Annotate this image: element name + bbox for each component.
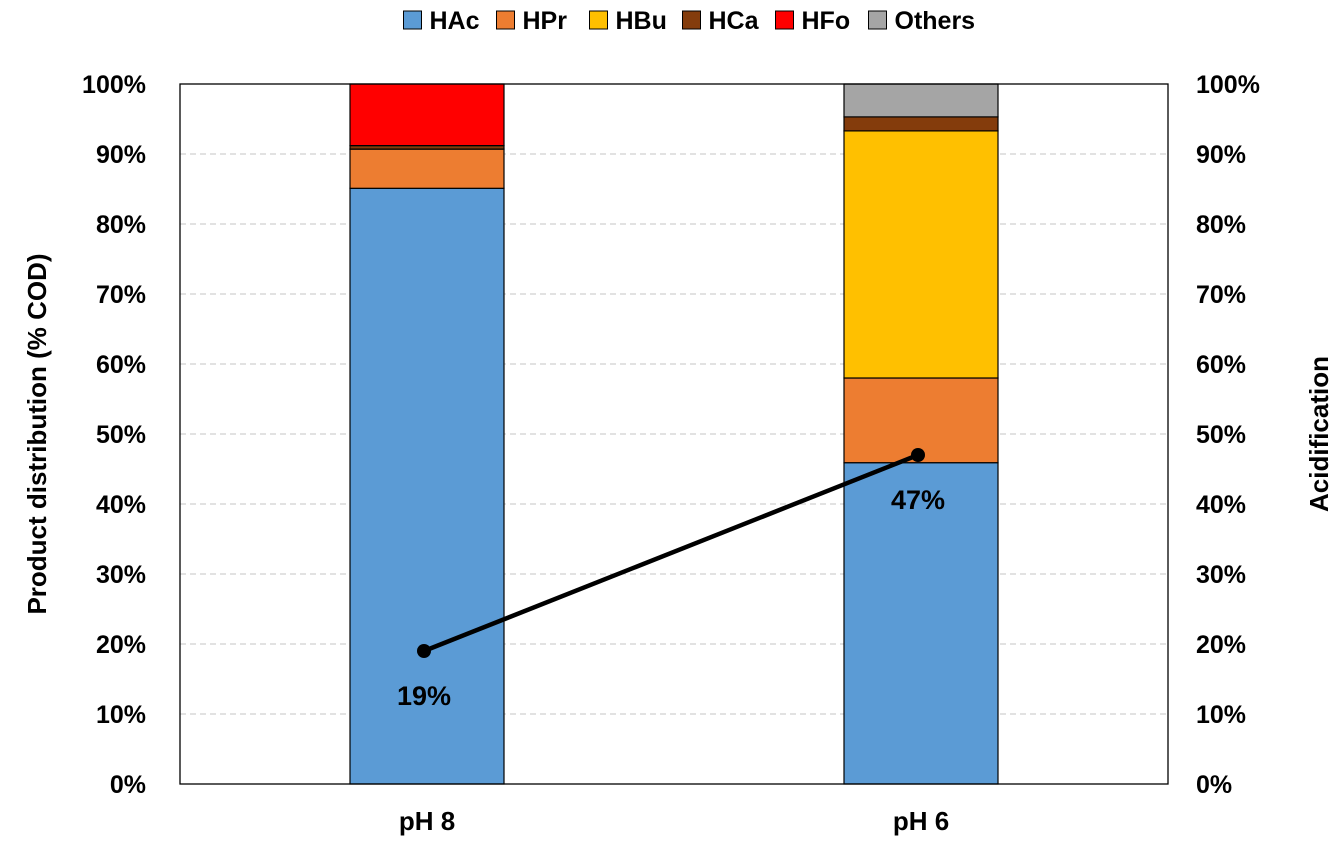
- y-tick-label: 100%: [82, 71, 146, 99]
- y2-tick-label: 70%: [1196, 281, 1246, 309]
- bars: [349, 83, 999, 785]
- y-tick-label: 90%: [96, 141, 146, 169]
- legend-swatch-hfo: [775, 10, 794, 30]
- y-tick-label: 80%: [96, 211, 146, 239]
- y2-tick-label: 30%: [1196, 561, 1246, 589]
- plot-area-frame: [179, 83, 1169, 785]
- legend-label-hca: HCa: [709, 7, 760, 35]
- legend-swatch-others: [868, 10, 887, 30]
- bar-segment-hac: [349, 187, 505, 785]
- bar-segment-hfo: [349, 83, 505, 147]
- legend-label-hpr: HPr: [523, 7, 568, 35]
- y2-tick-label: 40%: [1196, 491, 1246, 519]
- legend-swatch-hpr: [496, 10, 515, 30]
- acidification-point: [417, 644, 431, 658]
- acidification-line: 19% 47%: [397, 448, 945, 711]
- x-tick-label: pH 6: [893, 806, 949, 836]
- y2-tick-label: 0%: [1196, 771, 1232, 799]
- legend-swatch-hca: [682, 10, 701, 30]
- y-tick-label: 60%: [96, 351, 146, 379]
- y-tick-label: 0%: [110, 771, 146, 799]
- legend-label-others: Others: [895, 7, 976, 35]
- bar-segment-others: [843, 83, 999, 118]
- y-axis-label: Product distribution (% COD): [22, 253, 52, 614]
- y2-tick-label: 90%: [1196, 141, 1246, 169]
- legend-label-hbu: HBu: [616, 7, 667, 35]
- y2-axis-ticks: 0% 10% 20% 30% 40% 50% 60% 70% 80% 90% 100%: [1196, 71, 1260, 799]
- y2-axis-label: Acidification: [1304, 356, 1332, 512]
- y2-tick-label: 100%: [1196, 71, 1260, 99]
- x-axis-ticks: pH 8 pH 6: [399, 806, 949, 836]
- y-axis-ticks: 0% 10% 20% 30% 40% 50% 60% 70% 80% 90% 100%: [82, 71, 146, 799]
- gridlines: [180, 153, 1168, 715]
- acidification-data-label: 47%: [891, 485, 945, 515]
- y2-tick-label: 10%: [1196, 701, 1246, 729]
- y2-tick-label: 60%: [1196, 351, 1246, 379]
- y-tick-label: 10%: [96, 701, 146, 729]
- y2-tick-label: 80%: [1196, 211, 1246, 239]
- y-tick-label: 40%: [96, 491, 146, 519]
- y-tick-label: 70%: [96, 281, 146, 309]
- legend: HAc HPr HBu HCa HFo Others: [403, 7, 976, 35]
- acidification-point: [911, 448, 925, 462]
- legend-swatch-hbu: [589, 10, 608, 30]
- y-tick-label: 50%: [96, 421, 146, 449]
- bar-segment-hpr: [843, 377, 999, 464]
- acidification-line-path: [423, 452, 919, 654]
- y2-tick-label: 20%: [1196, 631, 1246, 659]
- bar-segment-hbu: [843, 130, 999, 379]
- legend-label-hfo: HFo: [802, 7, 851, 35]
- x-tick-label: pH 8: [399, 806, 455, 836]
- bar-segment-hac: [843, 462, 999, 785]
- y-tick-label: 20%: [96, 631, 146, 659]
- bar-segment-hca: [843, 116, 999, 132]
- legend-swatch-hac: [403, 10, 422, 30]
- y-tick-label: 30%: [96, 561, 146, 589]
- bar-segment-hpr: [349, 148, 505, 189]
- y2-tick-label: 50%: [1196, 421, 1246, 449]
- legend-label-hac: HAc: [430, 7, 480, 35]
- acidification-data-label: 19%: [397, 681, 451, 711]
